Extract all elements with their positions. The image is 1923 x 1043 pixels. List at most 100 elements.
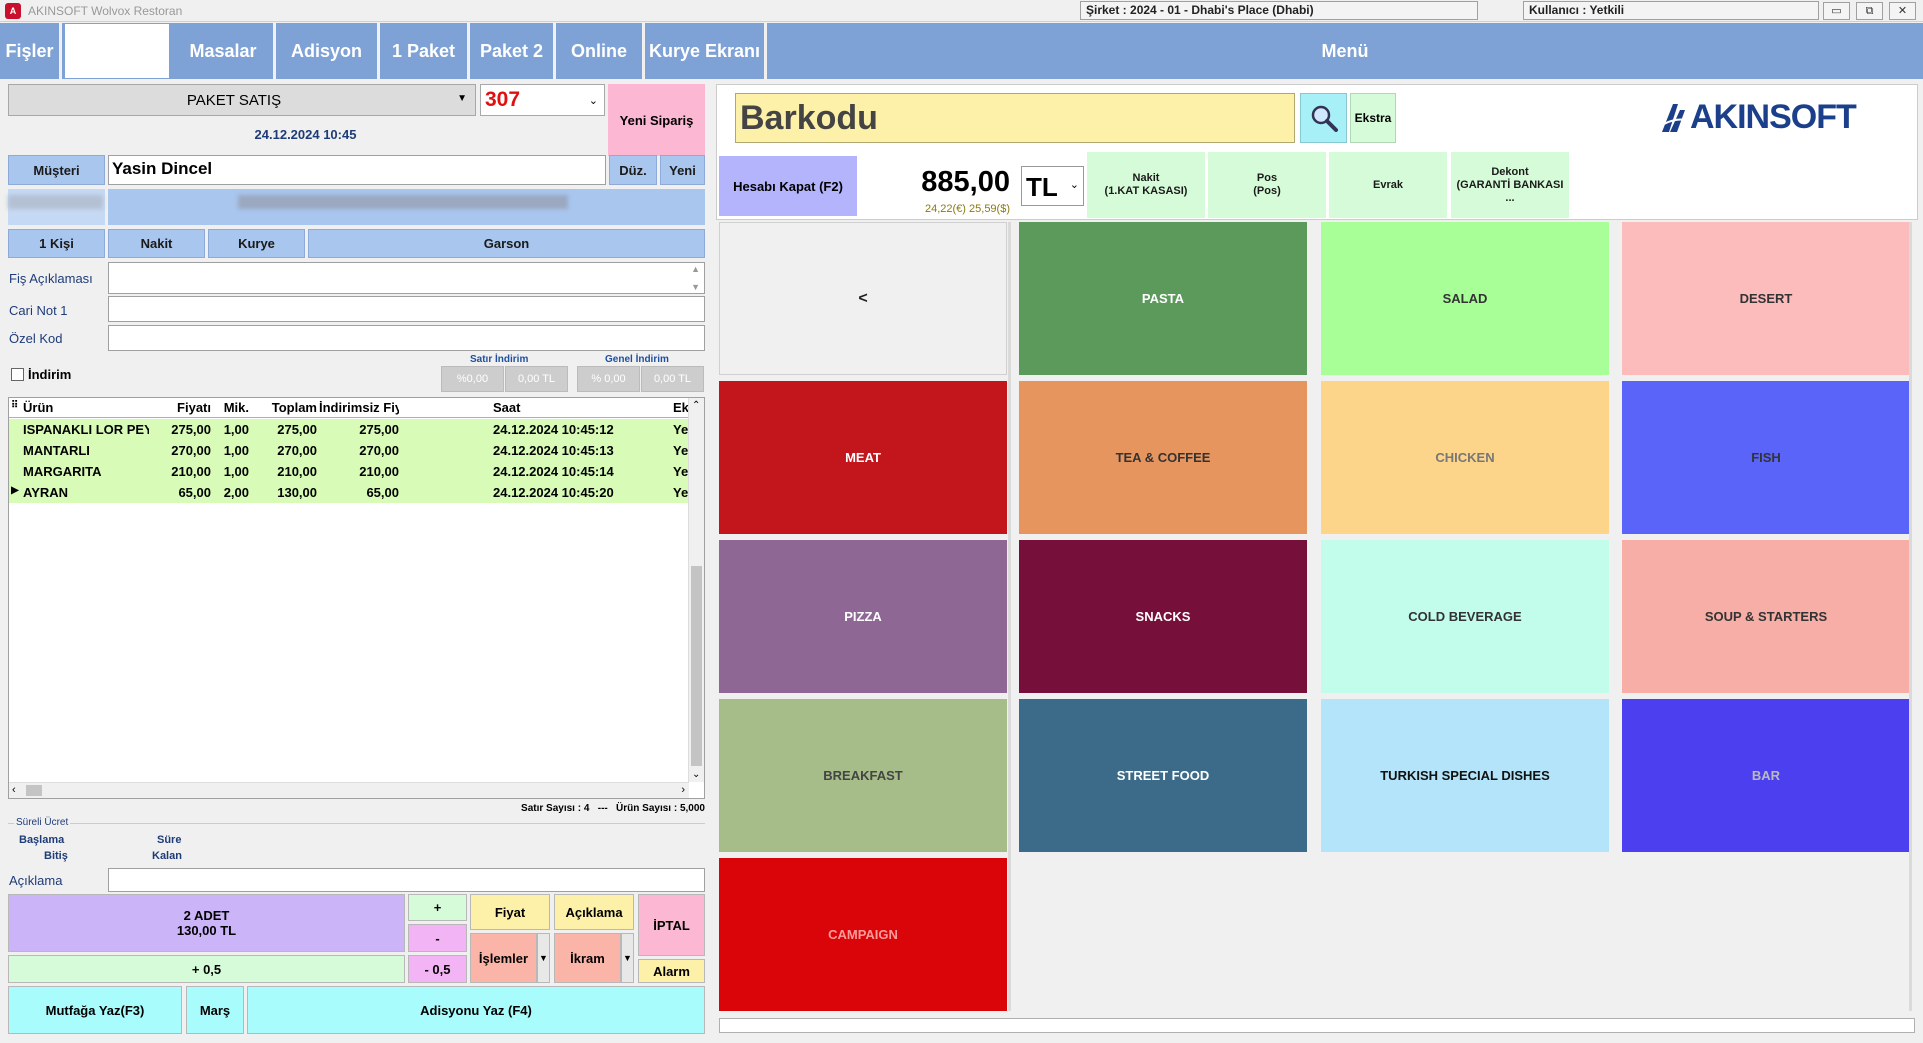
nav-menu[interactable]: Menü (767, 23, 1923, 79)
col-fiyati[interactable]: Fiyatı (177, 400, 211, 415)
yeni-siparis-button[interactable]: Yeni Sipariş (608, 84, 705, 156)
col-indirimsiz-fiyat[interactable]: İndirimsiz Fiyat (319, 400, 399, 415)
islemler-dropdown-icon[interactable]: ▼ (537, 933, 550, 983)
table-row[interactable]: ▶ AYRAN 65,00 2,00 130,00 65,00 24.12.2024 10:… (9, 482, 689, 503)
yeni-musteri-button[interactable]: Yeni (660, 155, 705, 185)
col-urun[interactable]: Ürün (23, 400, 54, 415)
customer-field[interactable]: Yasin Dincel (108, 155, 606, 185)
col-saat[interactable]: Saat (493, 400, 521, 415)
satir-indirim-amount[interactable]: 0,00 TL (505, 366, 568, 392)
minus-half-button[interactable]: - 0,5 (408, 955, 467, 983)
genel-indirim-percent[interactable]: % 0,00 (577, 366, 640, 392)
category-campaign[interactable]: CAMPAIGN (719, 858, 1007, 1011)
nav-fisler[interactable]: Fişler (0, 23, 62, 79)
category-street-food[interactable]: STREET FOOD (1019, 699, 1307, 852)
plus-button[interactable]: + (408, 894, 467, 921)
order-type-select[interactable]: PAKET SATIŞ ▼ (8, 84, 476, 116)
grid-vscroll[interactable]: ⌃ ⌄ (688, 398, 704, 782)
scroll-up-icon[interactable]: ⌃ (692, 400, 701, 411)
category-back-button[interactable]: < (719, 222, 1007, 375)
payment-title: Nakit (1132, 172, 1160, 184)
table-row[interactable]: MANTARLI 270,00 1,00 270,00 270,00 24.12.2024… (9, 440, 689, 461)
aciklama-button[interactable]: Açıklama (554, 894, 634, 930)
ikram-dropdown-icon[interactable]: ▼ (621, 933, 634, 983)
col-ek[interactable]: Ek (673, 400, 689, 415)
musteri-button[interactable]: Müşteri (8, 155, 105, 185)
category-pizza[interactable]: PIZZA (719, 540, 1007, 693)
col-toplam[interactable]: Toplam (271, 400, 317, 415)
currency-select[interactable]: TL ⌄ (1021, 166, 1084, 206)
table-row[interactable]: MARGARITA 210,00 1,00 210,00 210,00 24.12.202… (9, 461, 689, 482)
mutfaga-yaz-button[interactable]: Mutfağa Yaz(F3) (8, 986, 182, 1034)
top-navigation: Fişler Masalar Adisyon 1 Paket Paket 2 O… (0, 23, 1923, 79)
fx-amount: 24,22(€) 25,59($) (925, 203, 1010, 215)
nav-masalar[interactable]: Masalar (173, 23, 276, 79)
ekstra-button[interactable]: Ekstra (1350, 93, 1396, 143)
col-mik[interactable]: Mik. (223, 400, 249, 415)
nav-blank[interactable] (64, 23, 170, 79)
minus-button[interactable]: - (408, 924, 467, 952)
fis-aciklamasi-field[interactable]: ▲ ▼ (108, 262, 705, 294)
aciklama-field[interactable] (108, 868, 705, 892)
payment-pos[interactable]: Pos (Pos) (1208, 152, 1326, 218)
nav-kurye-ekrani[interactable]: Kurye Ekranı (645, 23, 767, 79)
cari-not-field[interactable] (108, 296, 705, 322)
nav-adisyon[interactable]: Adisyon (276, 23, 380, 79)
order-number-select[interactable]: 307 ⌄ (480, 84, 605, 116)
category-turkish-special-dishes[interactable]: TURKISH SPECIAL DISHES (1321, 699, 1609, 852)
kurye-button[interactable]: Kurye (208, 229, 305, 258)
scroll-thumb[interactable] (26, 785, 42, 796)
mars-button[interactable]: Marş (186, 986, 244, 1034)
table-row[interactable]: ISPANAKLI LOR PEYNİRİ 275,00 1,00 275,00 275… (9, 419, 689, 440)
search-button[interactable] (1300, 93, 1347, 143)
category-soup-starters[interactable]: SOUP & STARTERS (1622, 540, 1910, 693)
nav-paket2[interactable]: Paket 2 (470, 23, 556, 79)
category-chicken[interactable]: CHICKEN (1321, 381, 1609, 534)
ozel-kod-field[interactable] (108, 325, 705, 351)
category-snacks[interactable]: SNACKS (1019, 540, 1307, 693)
indirim-checkbox[interactable] (11, 368, 24, 381)
category-fish[interactable]: FISH (1622, 381, 1910, 534)
cell-ek: Ye (673, 443, 689, 458)
scroll-right-icon[interactable]: › (681, 784, 685, 796)
scroll-down-icon[interactable]: ⌄ (692, 769, 701, 780)
nakit-button[interactable]: Nakit (108, 229, 205, 258)
grid-hscroll[interactable]: ‹ › (9, 782, 689, 798)
hesabi-kapat-button[interactable]: Hesabı Kapat (F2) (719, 156, 857, 216)
search-icon (1311, 105, 1338, 132)
ikram-button[interactable]: İkram (554, 933, 621, 983)
scroll-left-icon[interactable]: ‹ (12, 784, 16, 796)
category-tea-coffee[interactable]: TEA & COFFEE (1019, 381, 1307, 534)
payment-dekont[interactable]: Dekont (GARANTİ BANKASI ... (1451, 152, 1569, 218)
category-bar[interactable]: BAR (1622, 699, 1910, 852)
alarm-button[interactable]: Alarm (638, 959, 705, 983)
close-button[interactable]: ✕ (1889, 2, 1916, 20)
payment-nakit[interactable]: Nakit (1.KAT KASASI) (1087, 152, 1205, 218)
adet-display[interactable]: 2 ADET 130,00 TL (8, 894, 405, 952)
restore-button[interactable]: ⧉ (1856, 2, 1883, 20)
nav-online[interactable]: Online (556, 23, 645, 79)
adisyonu-yaz-button[interactable]: Adisyonu Yaz (F4) (247, 986, 705, 1034)
islemler-button[interactable]: İşlemler (470, 933, 537, 983)
nav-paket1[interactable]: 1 Paket (380, 23, 470, 79)
garson-button[interactable]: Garson (308, 229, 705, 258)
plus-half-button[interactable]: + 0,5 (8, 955, 405, 983)
iptal-button[interactable]: İPTAL (638, 894, 705, 956)
order-items-grid[interactable]: ⠿ Ürün Fiyatı Mik. Toplam İndirimsiz Fiy… (8, 397, 705, 799)
duzenle-button[interactable]: Düz. (609, 155, 657, 185)
customer-info-right (108, 189, 705, 225)
category-desert[interactable]: DESERT (1622, 222, 1910, 375)
satir-indirim-percent[interactable]: %0,00 (441, 366, 504, 392)
minimize-button[interactable]: ▭ (1823, 2, 1850, 20)
fiyat-button[interactable]: Fiyat (470, 894, 550, 930)
category-meat[interactable]: MEAT (719, 381, 1007, 534)
barcode-input[interactable]: Barkodu (735, 93, 1295, 143)
category-pasta[interactable]: PASTA (1019, 222, 1307, 375)
genel-indirim-amount[interactable]: 0,00 TL (641, 366, 704, 392)
category-breakfast[interactable]: BREAKFAST (719, 699, 1007, 852)
category-cold-beverage[interactable]: COLD BEVERAGE (1321, 540, 1609, 693)
payment-evrak[interactable]: Evrak (1329, 152, 1447, 218)
category-salad[interactable]: SALAD (1321, 222, 1609, 375)
kisi-button[interactable]: 1 Kişi (8, 229, 105, 258)
scroll-thumb[interactable] (691, 566, 702, 766)
